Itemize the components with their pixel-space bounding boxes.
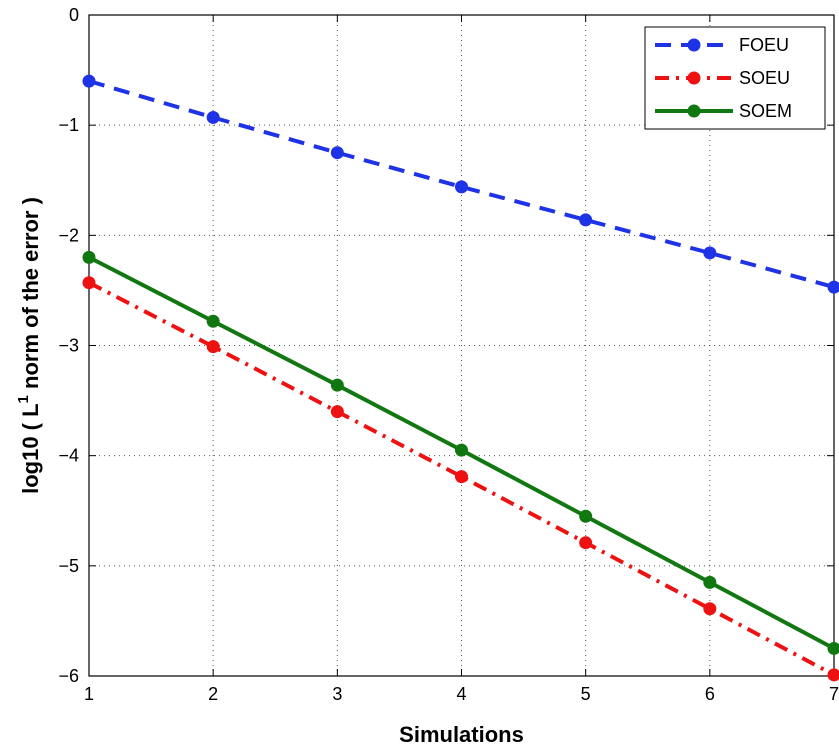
legend-marker-soem [687,104,701,118]
x-axis-title: Simulations [399,722,524,747]
data-point-foeu [579,213,593,227]
grid-lines [89,15,834,676]
data-point-foeu [206,110,220,124]
y-tick-label: −1 [58,115,79,135]
data-point-soeu [82,276,96,290]
legend-box [644,26,826,130]
data-point-soem [82,250,96,264]
data-point-soem [827,641,839,655]
data-point-soeu [330,405,344,419]
data-point-soem [206,314,220,328]
axis-ticks: 1 2 3 4 5 6 7 0 −1 −2 −3 −4 −5 −6 [58,5,839,704]
x-tick-label: 7 [829,684,839,704]
data-point-soem [455,443,468,457]
y-tick-label: −2 [58,225,79,245]
legend-label-foeu: FOEU [739,35,789,55]
data-point-soem [579,509,593,523]
y-tick-label: −6 [58,666,79,686]
data-point-soeu [579,536,593,550]
data-point-foeu [455,180,468,194]
data-point-soeu [827,668,839,682]
series-soeu [82,276,839,682]
y-axis-title: log10 ( L1 norm of the error ) [15,197,43,494]
y-axis-title-main: log10 ( L [18,403,43,493]
legend-marker-foeu [687,38,701,52]
x-tick-label: 4 [456,684,466,704]
data-point-foeu [82,74,96,88]
y-tick-label: −5 [58,556,79,576]
legend-label-soem: SOEM [739,101,792,121]
y-axis-title-superscript: 1 [15,395,32,403]
y-tick-label: −3 [58,336,79,356]
series-foeu [82,74,839,294]
data-point-soem [703,575,717,589]
x-tick-label: 6 [705,684,715,704]
data-point-foeu [330,146,344,160]
x-tick-label: 3 [332,684,342,704]
y-tick-label: −4 [58,446,79,466]
data-point-foeu [827,280,839,294]
y-axis-title-rest: norm of the error ) [18,197,43,395]
legend: FOEU SOEU SOEM [644,26,826,130]
y-tick-label: 0 [69,5,79,25]
series-layer [82,74,839,682]
data-point-soem [330,378,344,392]
x-tick-label: 5 [581,684,591,704]
legend-label-soeu: SOEU [739,68,790,88]
data-point-soeu [455,470,468,484]
series-soem [82,250,839,655]
x-tick-label: 2 [208,684,218,704]
x-tick-label: 1 [84,684,94,704]
legend-marker-soeu [687,71,701,85]
data-point-soeu [206,340,220,354]
data-point-soeu [703,602,717,616]
data-point-foeu [703,246,717,260]
